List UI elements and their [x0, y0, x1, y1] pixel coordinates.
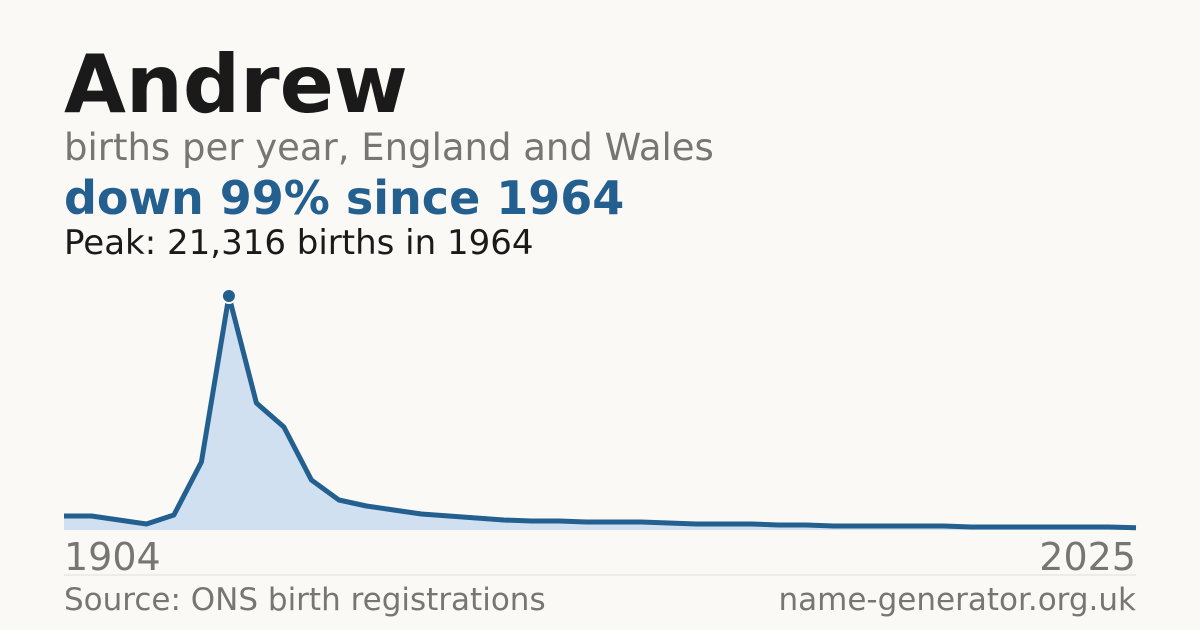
- x-tick-label: 2025: [1039, 535, 1136, 579]
- source: Source: ONS birth registrations: [64, 582, 546, 618]
- subtitle: births per year, England and Wales: [64, 126, 714, 169]
- site: name-generator.org.uk: [779, 582, 1137, 618]
- headline: down 99% since 1964: [64, 171, 624, 225]
- peak-marker: [220, 288, 237, 304]
- title: Andrew: [64, 38, 408, 131]
- peak-annotation: Peak: 21,316 births in 1964: [64, 223, 534, 263]
- line: [64, 293, 1137, 531]
- x-tick-label: 1904: [64, 535, 161, 579]
- plot: 1904 2025: [64, 288, 1137, 579]
